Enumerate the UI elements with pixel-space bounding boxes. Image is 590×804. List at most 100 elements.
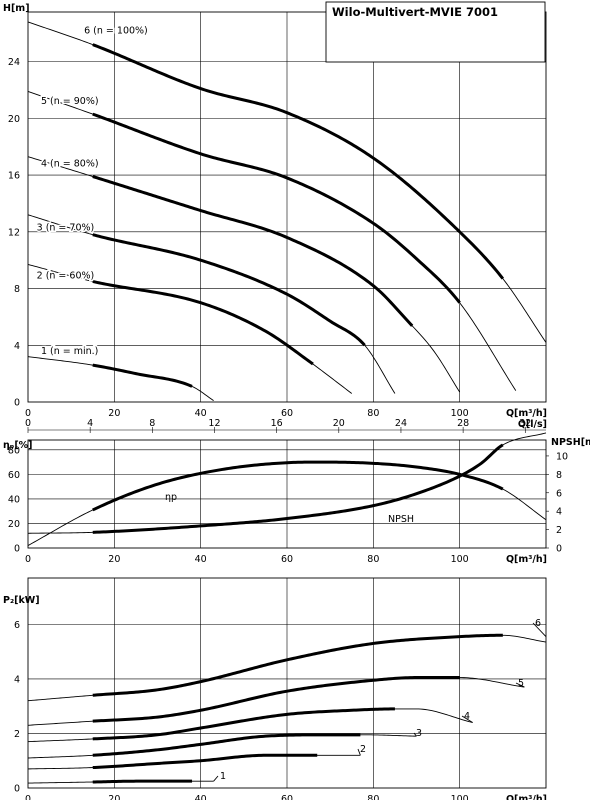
y-tick-label: 16: [8, 171, 20, 182]
y-tick-label: 0: [14, 784, 20, 795]
x-tick-label: 40: [195, 408, 207, 419]
x-tick-label: 20: [108, 408, 120, 419]
plot-frame: [27, 11, 547, 403]
x-tick-label: 20: [108, 794, 120, 800]
y-tick-label: 8: [14, 284, 20, 295]
series-line-operating-range: [92, 175, 414, 327]
x2-tick-label: 12: [208, 418, 220, 429]
y-axis-label: ηₚ[%]: [3, 440, 33, 451]
series-line-thin: [27, 734, 417, 759]
x-tick-label: 40: [195, 794, 207, 800]
x-tick-label: 0: [25, 554, 31, 565]
series-line-operating-range: [92, 43, 505, 280]
y-tick-label: 12: [8, 227, 20, 238]
power-curve-label: 5: [518, 678, 524, 689]
series-line-thin: [27, 264, 353, 394]
series-line-operating-range: [92, 779, 193, 784]
y2-tick-label: 4: [556, 507, 562, 518]
x-tick-label: 80: [367, 554, 379, 565]
power-curve-label: 6: [535, 618, 541, 629]
curve-label: 5 (n = 90%): [41, 96, 99, 107]
y-tick-label: 20: [8, 519, 20, 530]
x2-tick-label: 8: [149, 418, 155, 429]
y2-tick-label: 2: [556, 525, 562, 536]
npsh-label: NPSH: [388, 514, 414, 525]
series-line-thin: [27, 356, 214, 401]
y2-tick-label: 0: [556, 544, 562, 555]
x2-tick-label: 28: [457, 418, 469, 429]
x-tick-label: 60: [281, 408, 293, 419]
x-tick-label: 60: [281, 794, 293, 800]
series-line-operating-range: [92, 707, 395, 741]
power-label-leader: [213, 775, 219, 782]
x-tick-label: 60: [281, 554, 293, 565]
x-axis-label: Q[m³/h]: [506, 554, 547, 565]
power-curve-label: 4: [464, 711, 470, 722]
series-line-operating-range: [92, 112, 461, 304]
power-label-leader: [461, 715, 473, 723]
series-line-operating-range: [92, 233, 366, 347]
x2-tick-label: 16: [271, 418, 283, 429]
series-line-operating-range: [92, 753, 318, 770]
series-line-operating-range: [92, 279, 314, 366]
y-tick-label: 0: [14, 544, 20, 555]
y-tick-label: 0: [14, 398, 20, 409]
x-tick-label: 20: [108, 554, 120, 565]
series-line-operating-range: [92, 363, 193, 388]
title-box: [325, 1, 546, 63]
y2-tick-label: 8: [556, 470, 562, 481]
power-label-leader: [532, 622, 547, 637]
series-line-thin: [27, 90, 517, 391]
x2-tick-label: 4: [87, 418, 93, 429]
x2-tick-label: 20: [333, 418, 345, 429]
y-tick-label: 24: [8, 57, 20, 68]
series-line-thin: [27, 214, 396, 394]
y-tick-label: 4: [14, 674, 20, 685]
y-tick-label: 60: [8, 470, 20, 481]
x2-axis-label: Q[l/s]: [518, 419, 547, 430]
series-line-thin: [27, 677, 525, 726]
x-tick-label: 0: [25, 794, 31, 800]
x2-tick-label: 24: [395, 418, 407, 429]
y-axis-label: P₂[kW]: [3, 595, 40, 606]
curve-label: 4 (n = 80%): [41, 159, 99, 170]
chart-title: Wilo-Multivert-MVIE 7001: [332, 5, 498, 19]
curve-label: 2 (n = 60%): [37, 271, 95, 282]
series-line-operating-range: [92, 733, 361, 757]
x-tick-label: 0: [25, 408, 31, 419]
plot-frame: [27, 577, 547, 789]
x-tick-label: 80: [367, 794, 379, 800]
series-line-operating-range: [92, 443, 504, 534]
curve-label: 3 (n = 70%): [37, 222, 95, 233]
y-tick-label: 6: [14, 620, 20, 631]
x-tick-label: 80: [367, 408, 379, 419]
power-curve-label: 2: [360, 744, 366, 755]
y2-tick-label: 10: [556, 451, 568, 462]
power-curve-label: 3: [416, 728, 422, 739]
power-label-leader: [515, 682, 525, 688]
y2-axis-label: NPSH[m]: [551, 437, 590, 448]
y-tick-label: 20: [8, 114, 20, 125]
x-tick-label: 40: [195, 554, 207, 565]
y-tick-label: 4: [14, 341, 20, 352]
x-axis-label: Q[m³/h]: [506, 408, 547, 419]
power-label-leader: [413, 732, 417, 737]
x2-tick-label: 32: [519, 418, 531, 429]
curve-label: 6 (n = 100%): [84, 25, 148, 36]
x-axis-label: Q[m³/h]: [506, 794, 547, 800]
y-axis-label: H[m]: [3, 3, 30, 14]
y2-tick-label: 6: [556, 488, 562, 499]
curve-label: 1 (n = min.): [41, 346, 98, 357]
efficiency-label: ηp: [165, 492, 177, 503]
x-tick-label: 100: [451, 408, 469, 419]
series-line-operating-range: [92, 676, 460, 723]
y-tick-label: 2: [14, 729, 20, 740]
x2-tick-label: 0: [25, 418, 31, 429]
y-tick-label: 80: [8, 445, 20, 456]
plot-frame: [27, 439, 547, 549]
series-line-operating-range: [92, 633, 503, 697]
y-tick-label: 40: [8, 494, 20, 505]
power-curve-label: 1: [220, 771, 226, 782]
power-label-leader: [357, 748, 361, 756]
